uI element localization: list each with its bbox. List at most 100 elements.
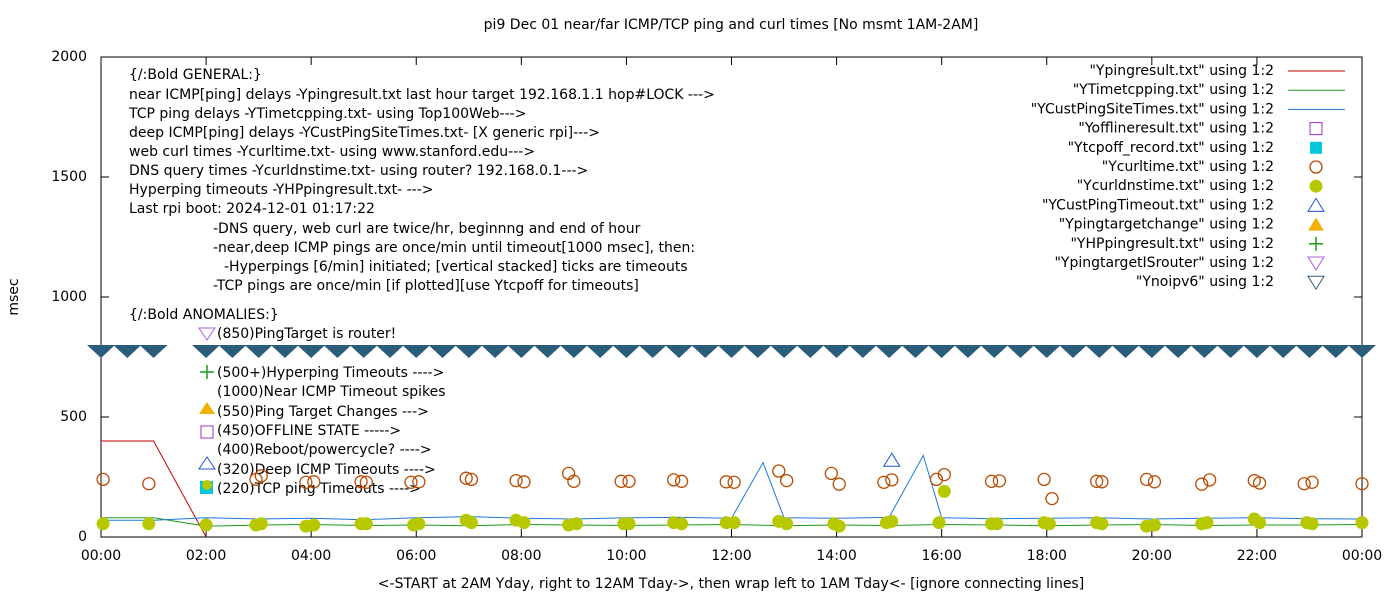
point: [402, 345, 431, 358]
point: [307, 475, 321, 489]
annotation: -near,deep ICMP pings are once/min until…: [213, 240, 695, 256]
point: [667, 473, 681, 487]
x-tick-label: 00:00: [81, 548, 121, 564]
legend-swatch: [1309, 160, 1323, 174]
annotation: (220)TCP ping Timeouts ---->: [217, 481, 421, 497]
point: [349, 345, 378, 358]
series-line: [101, 440, 207, 538]
point: [1297, 477, 1311, 491]
y-tick-label: 0: [78, 529, 87, 545]
point: [824, 466, 838, 481]
point: [199, 518, 213, 532]
point: [1295, 345, 1324, 358]
annotation: (850)PingTarget is router!: [217, 326, 396, 342]
point: [517, 516, 531, 530]
x-tick-label: 18:00: [1027, 548, 1067, 564]
legend-label: "YpingtargetISrouter" using 1:2: [1054, 255, 1274, 271]
point: [719, 475, 733, 489]
point: [270, 345, 299, 358]
point: [323, 345, 352, 358]
point: [937, 484, 951, 498]
legend-swatch: [1307, 197, 1325, 212]
point: [359, 517, 373, 531]
point: [622, 517, 636, 531]
point: [848, 345, 877, 358]
point-series: [96, 484, 1369, 533]
point: [586, 345, 615, 358]
annotation: -TCP pings are once/min [if plotted][use…: [213, 278, 639, 294]
icon-offline: [200, 425, 214, 439]
legend-swatch: [1310, 141, 1322, 154]
icon-dns: [202, 480, 212, 490]
point: [464, 516, 478, 530]
point: [875, 345, 904, 358]
point: [459, 471, 473, 485]
point-series: [87, 345, 1376, 358]
y-axis-label: msec: [6, 278, 22, 315]
icon-hyperping: [200, 365, 214, 379]
point: [1085, 345, 1114, 358]
point: [780, 473, 794, 488]
point: [929, 472, 944, 487]
point: [1095, 475, 1109, 489]
point: [428, 345, 457, 358]
point: [832, 477, 846, 491]
y-tick-label: 1500: [51, 169, 87, 185]
legend-swatch: [1307, 256, 1325, 271]
icon-deep-timeout: [198, 456, 216, 470]
point: [1253, 516, 1267, 530]
point: [664, 345, 693, 358]
point: [770, 345, 799, 358]
point: [412, 517, 426, 531]
point: [1355, 516, 1369, 530]
x-tick-label: 04:00: [291, 548, 331, 564]
point: [412, 475, 426, 489]
point: [1042, 517, 1056, 531]
x-tick-label: 12:00: [711, 548, 751, 564]
x-tick-label: 16:00: [921, 548, 961, 564]
point: [796, 345, 825, 358]
annotation: Hyperping timeouts -YHPpingresult.txt- -…: [129, 182, 434, 198]
x-tick-label: 10:00: [606, 548, 646, 564]
point: [937, 467, 951, 482]
point: [517, 475, 531, 489]
point: [984, 474, 999, 488]
legend-label: "Ynoipv6" using 1:2: [1136, 274, 1274, 290]
point: [507, 345, 536, 358]
point: [570, 517, 584, 531]
point: [533, 345, 562, 358]
point: [1252, 476, 1267, 490]
y-tick-label: 1000: [51, 289, 87, 305]
annotation: (450)OFFLINE STATE ----->: [217, 423, 401, 439]
point: [614, 474, 628, 488]
point: [113, 345, 142, 358]
point: [1032, 345, 1061, 358]
point: [743, 345, 772, 358]
point: [717, 345, 746, 358]
point: [1139, 472, 1154, 487]
legend-label: "Yofflineresult.txt" using 1:2: [1078, 121, 1274, 137]
legend-label: "YTimetcpping.txt" using 1:2: [1073, 82, 1274, 98]
x-tick-label: 14:00: [816, 548, 856, 564]
point: [307, 518, 321, 532]
x-axis-label: <-START at 2AM Yday, right to 12AM Tday-…: [378, 576, 1084, 592]
annotation: -Hyperpings [6/min] initiated; [vertical…: [224, 259, 688, 275]
point: [675, 517, 689, 531]
legend-label: "YHPpingresult.txt" using 1:2: [1070, 236, 1274, 252]
point: [1095, 517, 1109, 531]
point: [727, 516, 741, 530]
point: [622, 474, 636, 488]
point: [772, 464, 786, 478]
annotation: (1000)Near ICMP Timeout spikes: [217, 384, 446, 400]
point: [559, 345, 588, 358]
point: [87, 345, 115, 358]
point: [1195, 477, 1209, 491]
point: [885, 514, 899, 528]
point: [192, 345, 221, 358]
chart-title: pi9 Dec 01 near/far ICMP/TCP ping and cu…: [484, 17, 979, 33]
point: [901, 345, 930, 358]
annotation: (400)Reboot/powercycle? ---->: [217, 442, 432, 458]
point: [142, 517, 156, 531]
point: [691, 345, 720, 358]
